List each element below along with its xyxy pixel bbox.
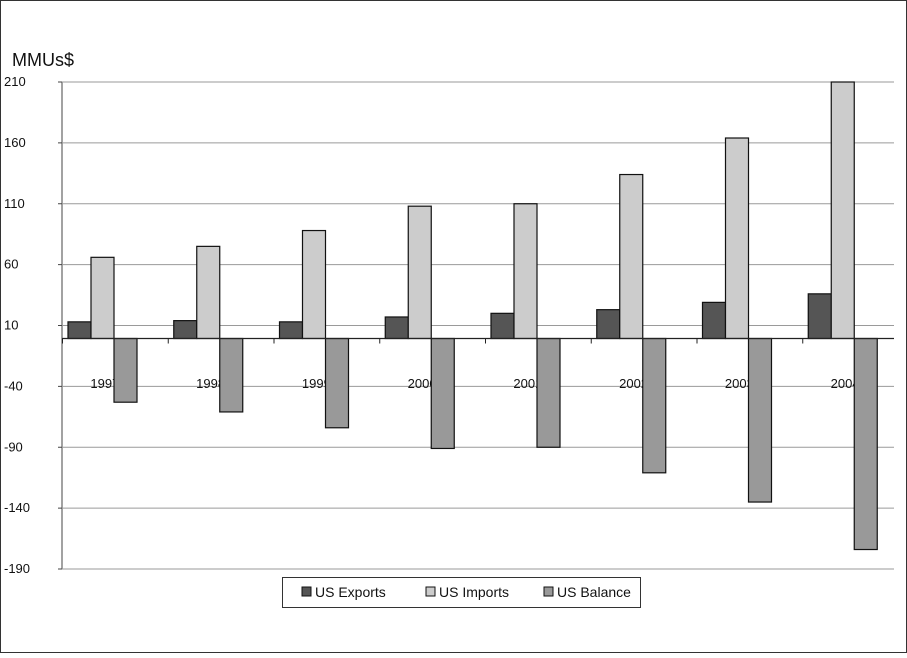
- balance-bar: [324, 337, 350, 429]
- imports-bar: [90, 256, 115, 340]
- imports-bar: [513, 203, 538, 340]
- bar-layer: [67, 81, 878, 551]
- imports-swatch: [425, 586, 436, 597]
- y-tick-label: -40: [4, 378, 23, 393]
- legend-box: [282, 577, 641, 608]
- balance-bar: [219, 337, 244, 413]
- axis-layer: [62, 337, 894, 344]
- imports-bar: [407, 205, 432, 340]
- x-tick-label: 2001: [513, 376, 542, 391]
- exports-swatch: [301, 586, 312, 597]
- exports-bar: [596, 309, 621, 340]
- exports-bar: [278, 321, 304, 340]
- y-tick-label: -190: [4, 561, 30, 576]
- exports-bar: [701, 301, 727, 340]
- x-tick-label: 1998: [196, 376, 225, 391]
- imports-bar: [724, 137, 750, 340]
- balance-swatch: [543, 586, 554, 597]
- x-tick-label: 1997: [90, 376, 119, 391]
- balance-bar: [113, 337, 138, 403]
- y-tick-label: 10: [4, 318, 18, 333]
- balance-bar: [642, 337, 667, 474]
- legend-label: US Balance: [557, 584, 631, 600]
- imports-bar: [830, 81, 855, 340]
- exports-bar: [807, 293, 832, 340]
- y-axis-label: MMUs$: [12, 50, 74, 70]
- balance-bar: [430, 337, 455, 450]
- grid-layer: 210 160 110 60 10 -40 -90 -140 -190: [4, 74, 894, 576]
- exports-bar: [384, 316, 409, 340]
- x-tick-label: 2003: [725, 376, 754, 391]
- x-tick-labels: 1997 1998 1999 2000 2001 2002 2003 2004: [90, 376, 859, 391]
- y-tick-label: -140: [4, 500, 30, 515]
- y-tick-label: -90: [4, 439, 23, 454]
- x-tick-label: 2004: [831, 376, 860, 391]
- legend-label: US Exports: [315, 584, 386, 600]
- exports-bar: [490, 312, 515, 340]
- y-tick-label: 60: [4, 257, 18, 272]
- y-tick-label: 210: [4, 74, 26, 89]
- legend: US Exports US Imports US Balance: [282, 577, 641, 608]
- imports-bar: [619, 173, 644, 340]
- balance-bar: [536, 337, 561, 448]
- imports-bar: [301, 229, 327, 340]
- x-tick-label: 1999: [302, 376, 331, 391]
- x-tick-label: 2000: [408, 376, 437, 391]
- balance-bar: [747, 337, 773, 503]
- imports-bar: [196, 245, 221, 340]
- exports-bar: [173, 320, 198, 340]
- legend-label: US Imports: [439, 584, 509, 600]
- x-tick-label: 2002: [619, 376, 648, 391]
- y-tick-label: 110: [4, 196, 25, 211]
- balance-bar: [853, 337, 878, 551]
- exports-bar: [67, 321, 92, 340]
- y-tick-label: 160: [4, 135, 26, 150]
